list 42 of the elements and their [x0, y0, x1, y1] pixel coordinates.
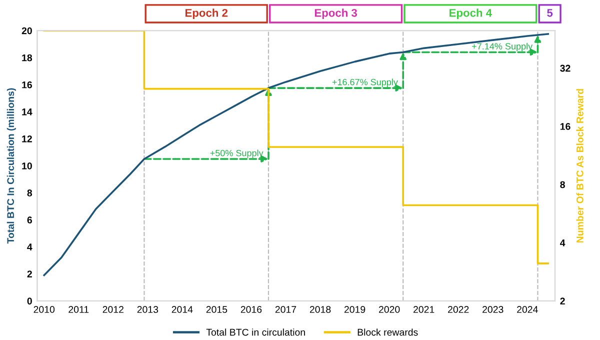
x-tick-label: 2015 [206, 306, 228, 313]
y-tick-label: 18 [22, 54, 32, 62]
x-tick-label: 2019 [344, 306, 366, 313]
x-tick-label: 2022 [448, 306, 469, 313]
x-tick-label: 2018 [310, 306, 331, 313]
y2-tick-label: 4 [560, 240, 566, 246]
y-tick-label: 6 [27, 216, 32, 224]
y-tick-label: 10 [22, 162, 32, 170]
text: Epoch 2 [185, 8, 228, 20]
legend-label: Total BTC in circulation [206, 328, 305, 336]
y-tick-label: 4 [27, 244, 32, 250]
x-tick-label: 2017 [275, 306, 296, 313]
x-tick-label: 2021 [414, 306, 434, 313]
annotation: +16.67% Supply [332, 78, 398, 88]
x-tick-label: 2013 [137, 306, 158, 313]
legend-label: Block rewards [358, 328, 418, 336]
y2-tick-label: 8 [560, 181, 565, 188]
y-tick-label: 16 [22, 81, 32, 88]
y2-tick-label: 2 [560, 298, 565, 304]
text: Epoch 4 [450, 8, 492, 20]
y-tick-label: 12 [22, 135, 32, 142]
y-tick-label: 8 [27, 190, 32, 196]
x-tick-label: 2023 [482, 306, 504, 313]
x-tick-label: 2011 [68, 306, 89, 313]
x-tick-label: 2020 [378, 306, 400, 313]
y-axis-title: Total BTC In Circulation (millions) [6, 88, 16, 244]
x-tick-label: 2016 [240, 306, 262, 313]
x-tick-label: 2012 [102, 306, 124, 313]
annotation: +50% Supply [210, 150, 264, 158]
y-tick-label: 20 [22, 27, 32, 34]
annotation: +7.14% Supply [472, 42, 533, 52]
text: 5 [547, 9, 553, 17]
y-tick-label: 2 [27, 270, 32, 278]
x-tick-label: 2014 [172, 306, 193, 313]
y2-tick-label: 16 [560, 123, 570, 130]
y2-tick-label: 32 [560, 64, 570, 72]
y2-axis-title: Number Of BTC As Block Reward [576, 89, 584, 242]
y-tick-label: 0 [27, 298, 32, 305]
x-tick-label: 2010 [34, 306, 55, 313]
y-tick-label: 14 [22, 108, 32, 116]
text: Epoch 3 [314, 8, 358, 20]
x-tick-label: 2024 [517, 306, 538, 313]
